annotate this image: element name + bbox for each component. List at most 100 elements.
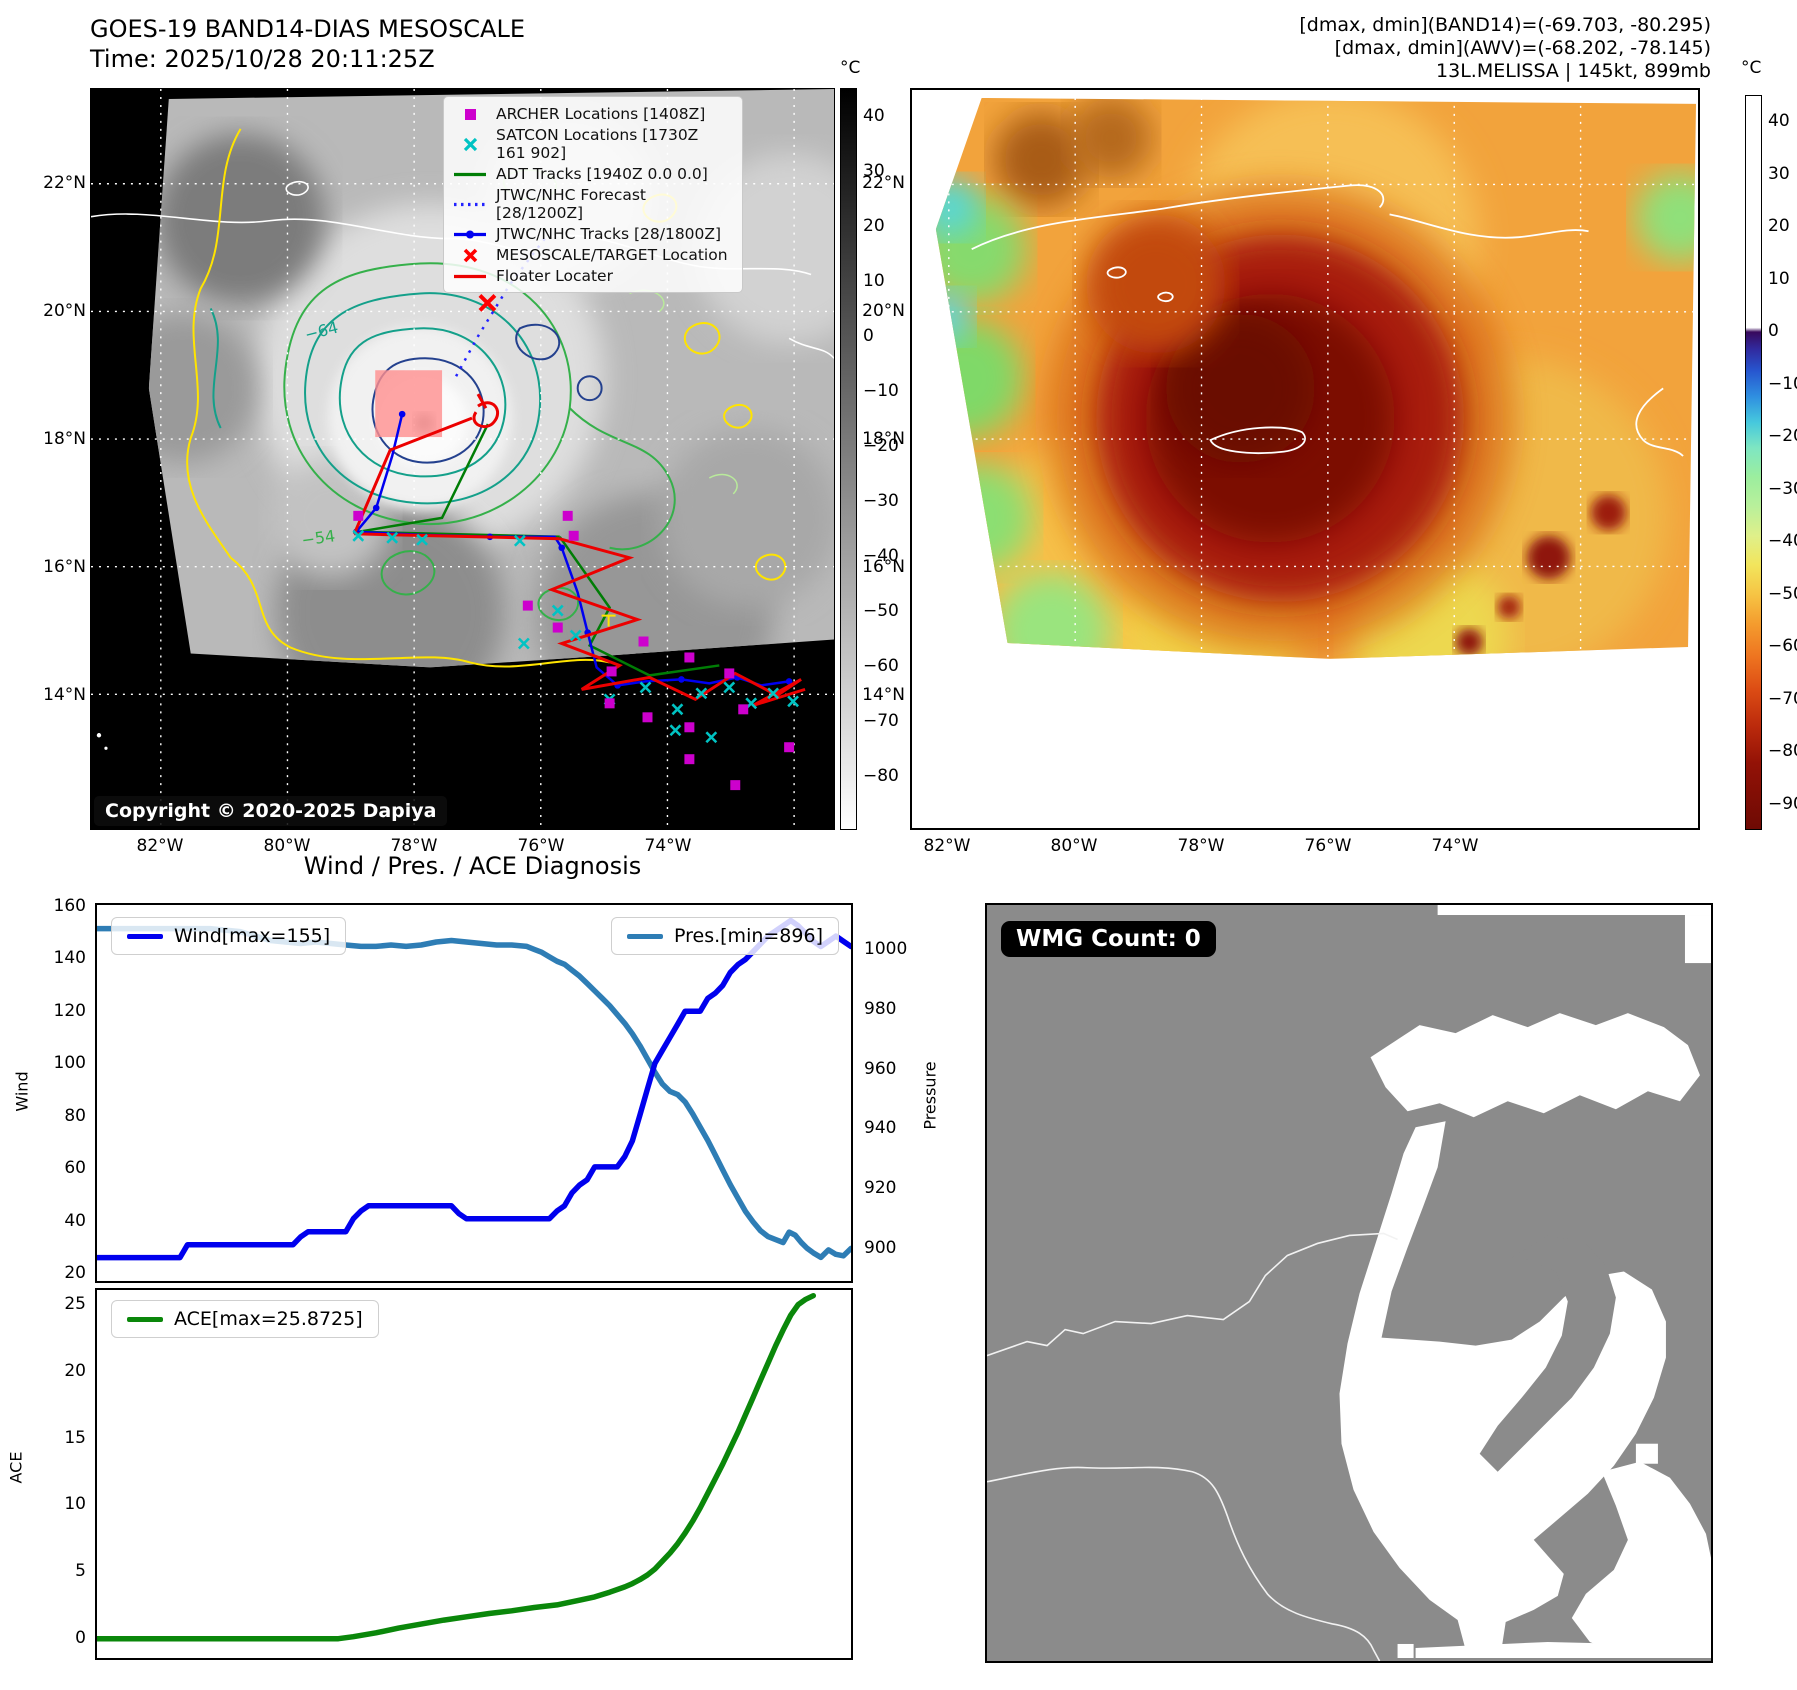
- pressure-tick-label: 940: [864, 1118, 897, 1139]
- goes-timestamp: Time: 2025/10/28 20:11:25Z: [90, 45, 435, 73]
- colorbar-tick-label: −10: [863, 381, 899, 401]
- colorbar-tick-label: −20: [863, 436, 899, 456]
- awv-dmax-awv: [dmax, dmin](AWV)=(-68.202, -78.145): [1334, 37, 1711, 59]
- legend-satcon-label: SATCON Locations [1730Z 161 902]: [496, 126, 699, 162]
- cloud-mask-regions: [1339, 905, 1711, 1658]
- lat-tick-label: 22°N: [862, 173, 905, 193]
- lon-tick-label: 76°W: [1304, 836, 1352, 856]
- archer-square-markers: [353, 510, 795, 791]
- lat-tick-label: 16°N: [862, 557, 905, 577]
- error-bar-icon: [601, 614, 616, 627]
- storm-id-intensity: 13L.MELISSA | 145kt, 899mb: [1436, 60, 1711, 82]
- target-x-icon: [478, 294, 497, 312]
- wind-tick-label: 80: [64, 1105, 86, 1126]
- legend-forecast-label: JTWC/NHC Forecast [28/1200Z]: [496, 186, 646, 222]
- wind-tick-label: 40: [64, 1210, 86, 1231]
- goes-colorbar-unit: °C: [840, 58, 861, 78]
- wind-tick-label: 140: [53, 948, 86, 969]
- colorbar-tick-label: 30: [863, 161, 885, 181]
- forecast-dotted-line-icon: [454, 202, 486, 206]
- wind-legend: Wind[max=155]: [111, 917, 347, 955]
- goes-title: GOES-19 BAND14-DIAS MESOSCALE: [90, 15, 526, 43]
- lat-tick-label: 20°N: [862, 301, 905, 321]
- colorbar-tick-label: −80: [1768, 741, 1797, 762]
- goes-colorbar-ticks: 40 30 20 10 0 −10 −20 −30 −40 −50 −60 −70 −80: [863, 106, 909, 786]
- awv-satellite-image: [912, 90, 1698, 828]
- goes-satellite-map: −64 −54: [90, 88, 835, 830]
- colorbar-tick-label: −60: [1768, 636, 1797, 657]
- legend-archer-label: ARCHER Locations [1408Z]: [496, 105, 706, 123]
- ace-tick-label: 0: [75, 1627, 86, 1648]
- colorbar-tick-label: −70: [1768, 688, 1797, 709]
- diagnosis-section-title: Wind / Pres. / ACE Diagnosis: [303, 852, 642, 880]
- awv-header-block: [dmax, dmin](BAND14)=(-69.703, -80.295) …: [1071, 14, 1711, 83]
- awv-colorbar: [1745, 95, 1762, 830]
- satcon-x-markers: [352, 529, 800, 744]
- colorbar-tick-label: 10: [1768, 268, 1790, 289]
- wind-legend-label: Wind[max=155]: [174, 925, 331, 947]
- colorbar-tick-label: 40: [863, 106, 885, 126]
- pressure-tick-label: 900: [864, 1237, 897, 1258]
- lat-tick-label: 20°N: [43, 301, 86, 321]
- ace-tick-label: 15: [64, 1427, 86, 1448]
- colorbar-tick-label: 40: [1768, 111, 1790, 131]
- wmg-cloud-mask-map: WMG Count: 0: [985, 903, 1713, 1663]
- floater-line-icon: [454, 274, 486, 278]
- lat-tick-label: 18°N: [862, 429, 905, 449]
- wind-pressure-chart: Wind[max=155] Pres.[min=896]: [95, 903, 853, 1283]
- awv-lat-axis: 22°N 20°N 18°N 16°N 14°N: [849, 173, 905, 705]
- lat-tick-label: 14°N: [862, 685, 905, 705]
- lat-tick-label: 18°N: [43, 429, 86, 449]
- target-x-icon: [463, 248, 478, 262]
- colorbar-tick-label: 20: [1768, 216, 1790, 237]
- pressure-legend: Pres.[min=896]: [611, 917, 839, 955]
- colorbar-tick-label: −40: [1768, 531, 1797, 552]
- lon-tick-label: 78°W: [390, 836, 438, 856]
- colorbar-tick-label: 0: [1768, 321, 1779, 342]
- lon-tick-label: 82°W: [136, 836, 184, 856]
- ace-tick-label: 25: [64, 1294, 86, 1314]
- awv-satellite-map: [910, 88, 1700, 830]
- wind-tick-label: 60: [64, 1158, 86, 1179]
- colorbar-tick-label: −80: [863, 766, 899, 786]
- wind-line-icon: [127, 933, 163, 939]
- legend-adt-label: ADT Tracks [1940Z 0.0 0.0]: [496, 165, 708, 183]
- wind-tick-label: 160: [53, 896, 86, 916]
- lon-tick-label: 82°W: [923, 836, 971, 856]
- pressure-line-icon: [627, 933, 663, 939]
- lon-tick-label: 74°W: [1431, 836, 1479, 856]
- wind-tick-label: 100: [53, 1053, 86, 1074]
- lon-tick-label: 80°W: [263, 836, 311, 856]
- ace-tick-label: 10: [64, 1494, 86, 1515]
- colorbar-tick-label: −60: [863, 656, 899, 676]
- pressure-tick-label: 920: [864, 1178, 897, 1199]
- lon-tick-label: 76°W: [517, 836, 565, 856]
- wind-tick-label: 120: [53, 1000, 86, 1021]
- pressure-axis-label: Pressure: [920, 1061, 940, 1130]
- lon-tick-label: 80°W: [1050, 836, 1098, 856]
- colorbar-tick-label: 10: [863, 271, 885, 291]
- wmg-count-badge: WMG Count: 0: [1001, 921, 1216, 957]
- ace-chart: ACE[max=25.8725]: [95, 1288, 853, 1660]
- wind-tick-label: 20: [64, 1262, 86, 1283]
- coastline-lines: [971, 184, 1684, 457]
- ace-axis-label: ACE: [6, 1451, 26, 1484]
- satcon-x-icon: [463, 137, 478, 151]
- pressure-y-axis: 1000 980 960 940 920 900: [864, 939, 916, 1258]
- ace-plot-area: [97, 1292, 817, 1642]
- jtwc-line-dot-icon: [454, 230, 486, 238]
- colorbar-tick-label: −40: [863, 546, 899, 566]
- pressure-legend-label: Pres.[min=896]: [674, 925, 823, 947]
- wind-y-axis: 160 140 120 100 80 60 40 20: [26, 896, 86, 1283]
- colorbar-tick-label: 30: [1768, 163, 1790, 184]
- ace-line-icon: [127, 1316, 163, 1322]
- lon-tick-label: 74°W: [644, 836, 692, 856]
- legend-floater-label: Floater Locater: [496, 267, 613, 285]
- ace-y-axis: 25 20 15 10 5 0: [40, 1294, 86, 1648]
- ace-legend: ACE[max=25.8725]: [111, 1300, 379, 1338]
- wind-pressure-plot-area: [97, 917, 851, 1261]
- colorbar-tick-label: −30: [1768, 478, 1797, 499]
- colorbar-tick-label: −10: [1768, 373, 1797, 394]
- mesoscale-target-box: [375, 370, 443, 438]
- legend-target-label: MESOSCALE/TARGET Location: [496, 246, 728, 264]
